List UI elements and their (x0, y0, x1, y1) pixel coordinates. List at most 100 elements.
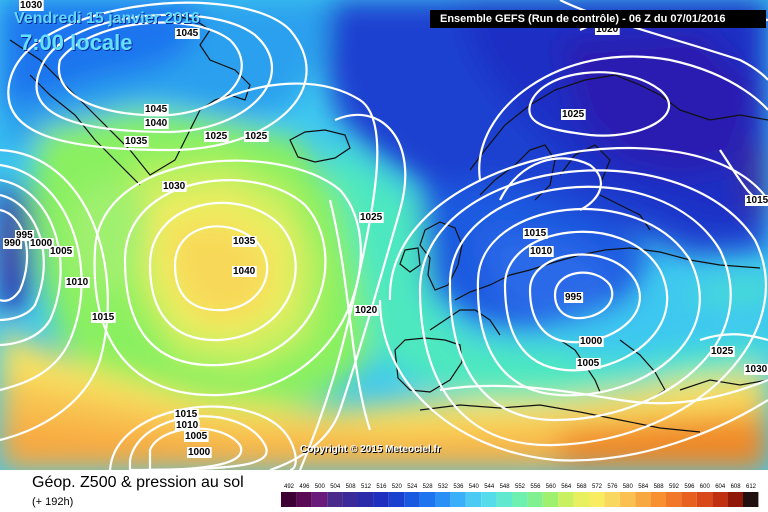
legend-tick-label: 572 (592, 484, 603, 490)
field-title: Géop. Z500 & pression au sol (32, 474, 244, 491)
legend-swatch (527, 492, 543, 507)
legend-swatch (619, 492, 636, 507)
isobar-label: 1025 (360, 212, 383, 223)
isobar-label-background (19, 0, 44, 11)
legend-ticks: 492 496 500 504 508 512 516 520 524 528 532 536 540 5… (284, 484, 757, 490)
legend-tick-label: 492 (284, 484, 295, 490)
isobar-label: 1015 (746, 195, 768, 206)
isobar-label: 1020 (355, 305, 378, 316)
legend-tick-label: 560 (546, 484, 557, 490)
isobar-label-background (564, 292, 584, 303)
isobar-label-background (162, 181, 187, 192)
isobar-label-background (561, 109, 586, 120)
isobar-label-background (29, 238, 54, 249)
legend-tick-label: 608 (731, 484, 742, 490)
isobars (0, 0, 768, 470)
isobar-label: 1015 (524, 228, 547, 239)
legend-swatch (712, 492, 728, 507)
isobar-label-background (15, 230, 35, 241)
isobar-label-background (359, 212, 384, 223)
legend-swatch (450, 492, 466, 507)
isobar-label: 1030 (20, 0, 43, 11)
legend-swatch (496, 492, 512, 507)
legend-swatch (481, 492, 497, 507)
isobar-label-background (174, 409, 199, 420)
legend-swatch (589, 492, 605, 507)
isobar-label: 1005 (577, 358, 600, 369)
legend-swatch (296, 492, 312, 507)
legend-swatch (635, 492, 651, 507)
isobar-label-background (144, 118, 169, 129)
legend-tick-label: 552 (515, 484, 526, 490)
legend-swatch (465, 492, 482, 507)
legend-tick-label: 512 (361, 484, 372, 490)
geopotential-map: 1030 1045 1045 1040 1035 1025 1025 1030 … (0, 0, 768, 470)
run-info-banner: Ensemble GEFS (Run de contrôle) - 06 Z d… (430, 10, 766, 28)
legend-tick-label: 580 (623, 484, 634, 490)
isobar-label-background (49, 246, 74, 257)
isobar-label: 1000 (188, 447, 211, 458)
legend-swatch (358, 492, 374, 507)
isobar-label-background (124, 136, 149, 147)
legend-tick-label: 576 (607, 484, 618, 490)
legend-swatch (573, 492, 589, 507)
isobar-label: 1035 (125, 136, 148, 147)
isobar-label-background (204, 131, 229, 142)
legend-swatch (388, 492, 405, 507)
legend-swatches (281, 492, 759, 507)
isobar-label: 1010 (530, 246, 553, 257)
isobar-label: 1045 (145, 104, 168, 115)
legend-swatch (681, 492, 697, 507)
legend-tick-label: 588 (654, 484, 665, 490)
legend-tick-label: 544 (484, 484, 495, 490)
isobar-label: 1000 (580, 336, 603, 347)
isobar-label: 995 (565, 292, 582, 303)
legend-tick-label: 604 (715, 484, 726, 490)
legend-tick-label: 592 (669, 484, 680, 490)
isobar-label: 1020 (596, 24, 619, 35)
legend-tick-label: 524 (407, 484, 418, 490)
isobar-label: 1025 (562, 109, 585, 120)
legend-swatch (311, 492, 328, 507)
isobar-label-background (529, 246, 554, 257)
legend-tick-label: 556 (530, 484, 541, 490)
isobar-label: 1030 (745, 364, 768, 375)
map-footer: Géop. Z500 & pression au sol (+ 192h) 49… (0, 470, 768, 512)
isobar-label: 990 (4, 238, 21, 249)
isobar-label: 1005 (50, 246, 73, 257)
isobar-label: 1025 (711, 346, 734, 357)
isobar-label: 1015 (92, 312, 115, 323)
isobar-label: 1010 (66, 277, 89, 288)
legend-tick-label: 520 (392, 484, 403, 490)
legend-tick-label: 496 (299, 484, 310, 490)
legend-tick-label: 568 (577, 484, 588, 490)
isobar-label: 1010 (176, 420, 199, 431)
legend-swatch (404, 492, 420, 507)
legend-tick-label: 600 (700, 484, 711, 490)
color-legend: 492 496 500 504 508 512 516 520 524 528 532 536 540 5… (281, 484, 759, 507)
isobar-label: 1025 (245, 131, 268, 142)
isobar-label-background (244, 131, 269, 142)
legend-tick-label: 596 (684, 484, 695, 490)
isobar-label: 1040 (145, 118, 168, 129)
legend-swatch (419, 492, 435, 507)
legend-tick-label: 540 (469, 484, 480, 490)
isobar-label-background (175, 420, 200, 431)
isobar-label-background (745, 195, 768, 206)
isobar-label-background (744, 364, 768, 375)
legend-swatch (281, 492, 297, 507)
legend-swatch (558, 492, 574, 507)
isobar-label-background (91, 312, 116, 323)
isobar-label-background (523, 228, 548, 239)
legend-swatch (650, 492, 666, 507)
legend-swatch (512, 492, 528, 507)
isobar-label-background (184, 431, 209, 442)
isobar-label: 995 (16, 230, 33, 241)
copyright-notice: Copyright © 2015 Meteociel.fr (300, 444, 441, 455)
legend-swatch (666, 492, 682, 507)
legend-swatch (696, 492, 713, 507)
legend-tick-label: 584 (638, 484, 649, 490)
isobar-label-background (579, 336, 604, 347)
isobar-label-background (3, 238, 23, 249)
